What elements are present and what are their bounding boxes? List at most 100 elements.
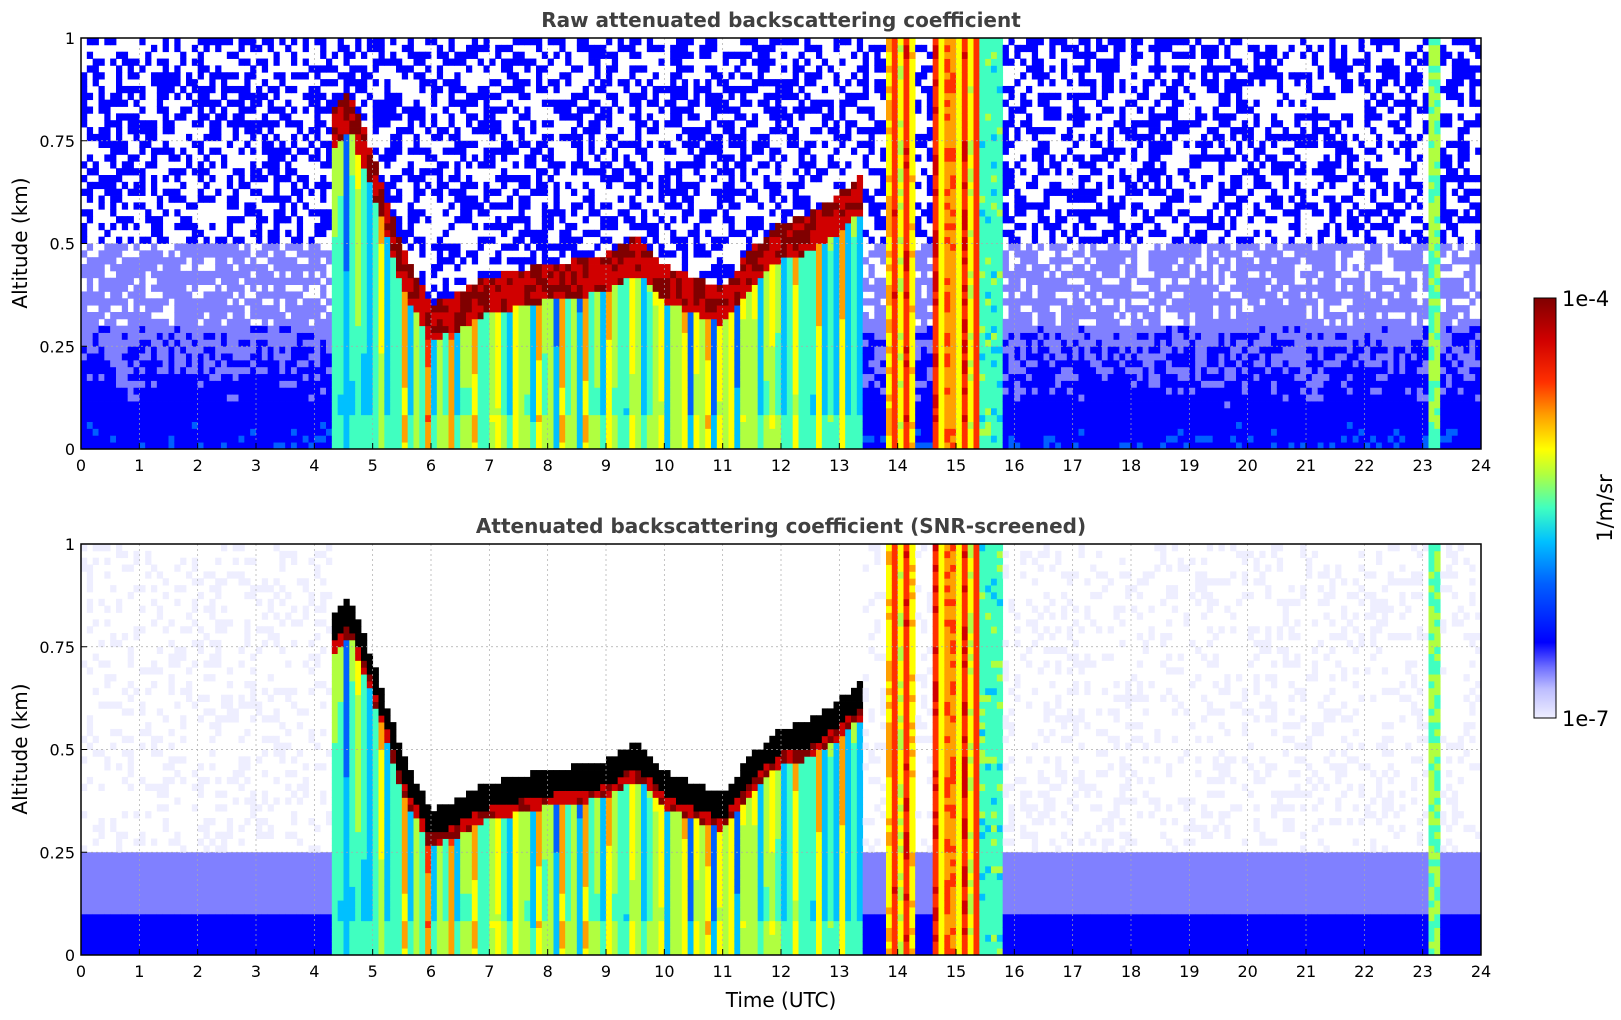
heatmap-cell (127, 414, 134, 422)
heatmap-cell (442, 161, 449, 169)
heatmap-cell (699, 305, 706, 313)
heatmap-cell (413, 373, 420, 381)
heatmap-cell (273, 298, 280, 306)
heatmap-cell (256, 85, 263, 94)
heatmap-cell (302, 407, 309, 416)
heatmap-cell (279, 72, 286, 80)
heatmap-cell (180, 359, 187, 368)
heatmap-cell (600, 366, 607, 375)
heatmap-cell (495, 257, 502, 265)
heatmap-cell (133, 291, 140, 299)
heatmap-cell (110, 222, 117, 231)
heatmap-cell (337, 298, 344, 306)
heatmap-cell (670, 277, 677, 285)
heatmap-cell (489, 147, 496, 155)
heatmap-cell (174, 92, 181, 101)
heatmap-cell (331, 236, 339, 244)
heatmap-cell (256, 44, 263, 53)
heatmap-cell (349, 175, 356, 183)
heatmap-cell (279, 380, 286, 388)
heatmap-cell (215, 298, 222, 306)
heatmap-cell (326, 65, 333, 73)
heatmap-cell (232, 85, 239, 94)
heatmap-cell (209, 407, 216, 416)
heatmap-cell (407, 229, 414, 238)
heatmap-cell (541, 284, 549, 292)
heatmap-cell (250, 366, 257, 375)
heatmap-cell (285, 428, 292, 436)
heatmap-cell (232, 250, 239, 258)
heatmap-cell (139, 421, 146, 429)
heatmap-cell (261, 216, 269, 224)
heatmap-cell (728, 318, 735, 327)
heatmap-cell (320, 407, 327, 416)
heatmap-cell (518, 236, 525, 244)
heatmap-cell (116, 284, 123, 292)
heatmap-cell (162, 140, 169, 148)
heatmap-cell (506, 366, 514, 375)
heatmap-cell (355, 318, 362, 327)
heatmap-cell (670, 236, 677, 244)
heatmap-cell (734, 106, 741, 114)
heatmap-cell (407, 168, 414, 176)
heatmap-cell (215, 127, 222, 135)
heatmap-cell (501, 435, 508, 443)
heatmap-cell (751, 394, 759, 402)
heatmap-cell (746, 380, 753, 388)
heatmap-cell (518, 58, 525, 66)
heatmap-cell (221, 366, 228, 375)
heatmap-cell (629, 44, 636, 53)
heatmap-cell (296, 250, 304, 258)
heatmap-cell (635, 428, 642, 436)
heatmap-cell (314, 85, 321, 94)
heatmap-cell (232, 72, 239, 80)
heatmap-cell (489, 387, 496, 395)
heatmap-cell (151, 380, 158, 388)
heatmap-cell (740, 270, 747, 279)
heatmap-cell (156, 284, 164, 292)
heatmap-cell (401, 421, 409, 429)
heatmap-cell (448, 305, 455, 313)
heatmap-cell (448, 332, 455, 340)
heatmap-cell (302, 442, 309, 449)
heatmap-cell (232, 236, 239, 244)
heatmap-cell (471, 394, 479, 402)
heatmap-cell (355, 120, 362, 128)
heatmap-cell (337, 291, 344, 299)
heatmap-cell (431, 359, 438, 368)
heatmap-cell (466, 175, 473, 183)
heatmap-cell (191, 394, 199, 402)
heatmap-cell (256, 277, 263, 285)
heatmap-cell (536, 387, 543, 395)
heatmap-cell (221, 435, 228, 443)
heatmap-cell (600, 407, 607, 416)
heatmap-cell (98, 401, 105, 409)
heatmap-cell (582, 38, 589, 46)
heatmap-cell (291, 407, 298, 416)
heatmap-cell (81, 353, 88, 361)
heatmap-cell (425, 346, 432, 354)
heatmap-cell (460, 195, 467, 203)
heatmap-cell (501, 305, 508, 313)
heatmap-cell (512, 318, 519, 327)
heatmap-cell (670, 442, 677, 449)
heatmap-cell (401, 305, 409, 313)
heatmap-cell (186, 414, 193, 422)
heatmap-cell (314, 312, 321, 320)
heatmap-cell (156, 106, 164, 114)
heatmap-cell (757, 51, 764, 59)
heatmap-cell (652, 394, 659, 402)
heatmap-cell (454, 435, 461, 443)
heatmap-cell (541, 216, 549, 224)
heatmap-cell (250, 332, 257, 340)
heatmap-cell (116, 140, 123, 148)
heatmap-cell (390, 222, 397, 231)
heatmap-cell (361, 257, 368, 265)
heatmap-cell (273, 387, 280, 395)
heatmap-cell (396, 140, 403, 148)
heatmap-cell (541, 353, 549, 361)
heatmap-cell (314, 120, 321, 128)
heatmap-cell (331, 127, 339, 135)
heatmap-cell (664, 435, 671, 443)
heatmap-cell (419, 168, 426, 176)
